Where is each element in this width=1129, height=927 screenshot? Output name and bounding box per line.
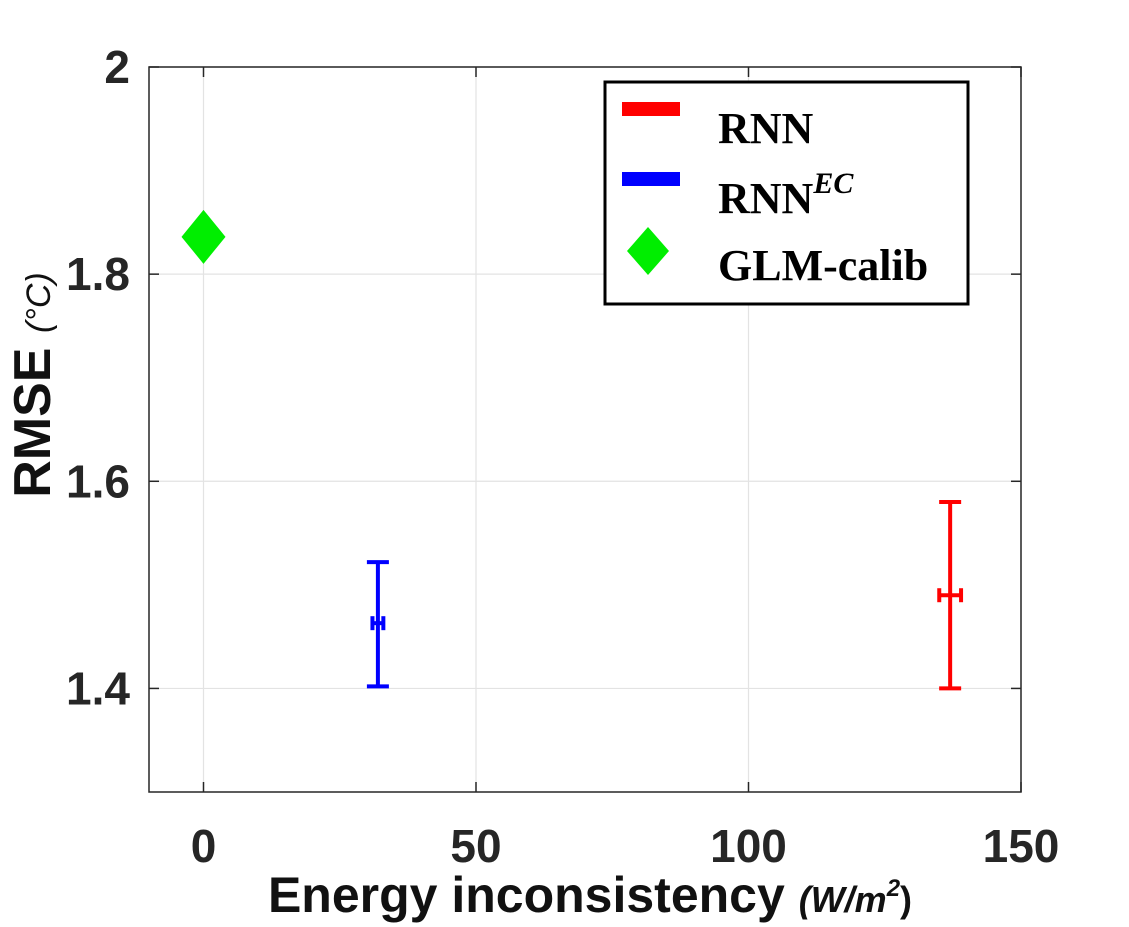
legend: RNN RNNEC GLM-calib (603, 80, 970, 306)
x-axis-unit-close: ) (900, 879, 912, 920)
plot-area-frame (148, 66, 1022, 793)
x-tick-label: 0 (191, 820, 217, 872)
legend-label-glm-calib: GLM-calib (718, 241, 928, 290)
y-tick-labels: 1.4 1.6 1.8 2 (66, 41, 130, 714)
glm-calib-point (181, 209, 226, 264)
legend-label-rnn-ec: RNNEC (718, 167, 854, 223)
y-tick-label: 1.4 (66, 662, 130, 714)
y-axis-label: RMSE (4, 348, 62, 498)
legend-label-rnn: RNN (718, 104, 814, 153)
y-axis-title: RMSE (°C) (4, 272, 62, 498)
y-axis-unit: (°C) (20, 272, 58, 333)
x-tick-label: 150 (983, 820, 1060, 872)
x-axis-unit: (W/m (799, 879, 887, 920)
data-marks (181, 209, 964, 691)
legend-label-rnn-ec-superscript: EC (812, 167, 854, 200)
legend-swatch-rnn-ec (622, 172, 680, 186)
x-axis-unit-exponent: 2 (886, 875, 901, 902)
legend-box (603, 80, 970, 306)
x-tick-label: 50 (450, 820, 501, 872)
x-axis-title: Energy inconsistency (W/m2) (268, 867, 912, 923)
legend-swatch-rnn (622, 102, 680, 116)
x-tick-label: 100 (710, 820, 787, 872)
axis-ticks (149, 66, 1022, 792)
x-axis-label: Energy inconsistency (268, 867, 785, 923)
y-tick-label: 1.6 (66, 455, 130, 507)
x-tick-labels: 0 50 100 150 (191, 820, 1060, 872)
legend-label-rnn-ec-base: RNN (718, 174, 814, 223)
y-tick-label: 1.8 (66, 248, 130, 300)
legend-swatch-glm-calib (627, 227, 669, 275)
y-tick-label: 2 (104, 41, 130, 93)
